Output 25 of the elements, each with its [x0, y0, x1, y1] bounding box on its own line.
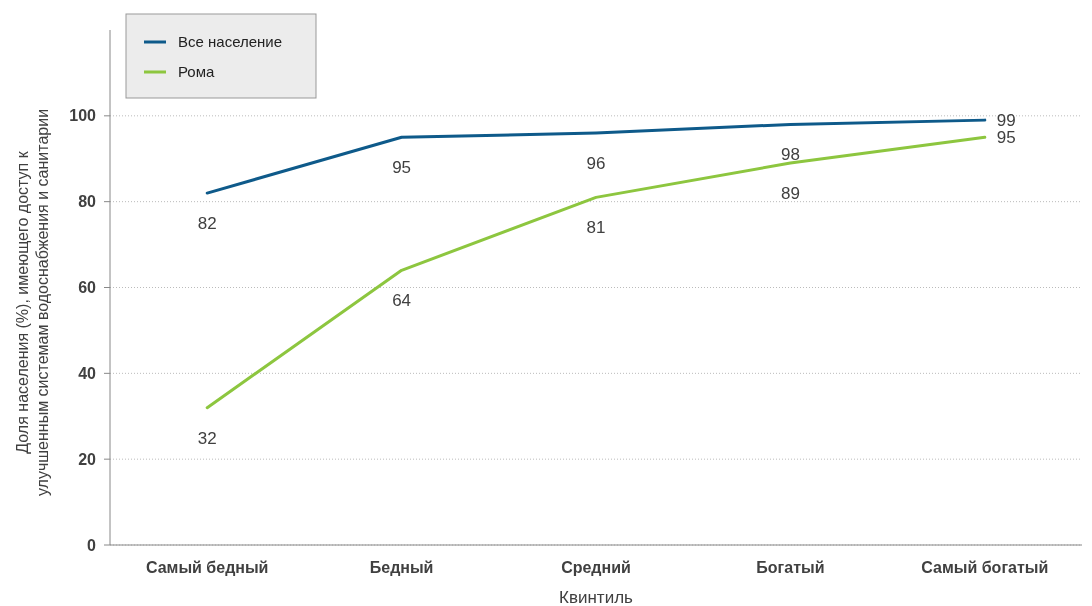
data-label: 89	[780, 184, 800, 204]
y-tick-label: 80	[78, 193, 97, 211]
legend-label: Рома	[178, 63, 215, 81]
x-tick-label: Самый богатый	[921, 559, 1049, 576]
y-tick-label: 20	[78, 450, 97, 468]
x-tick-label: Средний	[561, 559, 631, 576]
x-tick-label: Бедный	[369, 559, 434, 576]
y-tick-label: 60	[78, 279, 97, 297]
data-label: 95	[392, 158, 412, 178]
x-axis-title: Квинтиль	[559, 588, 634, 606]
data-label: 81	[586, 218, 606, 238]
data-label: 82	[197, 214, 217, 234]
y-axis-title: Доля населения (%), имеющего доступ к улучшенным системам водоснабжения и санитарии	[14, 108, 51, 497]
data-label: 99	[996, 111, 1016, 131]
y-tick-label: 40	[78, 364, 97, 382]
data-label: 32	[197, 428, 217, 448]
data-label: 64	[392, 291, 412, 311]
legend-label: Все население	[178, 33, 283, 51]
y-tick-label: 100	[69, 107, 97, 125]
y-tick-label: 0	[87, 536, 97, 554]
x-tick-label: Самый бедный	[145, 559, 269, 576]
data-label: 96	[586, 154, 606, 173]
data-label: 98	[780, 145, 800, 165]
data-label: 95	[996, 128, 1016, 148]
x-tick-label: Богатый	[756, 559, 825, 576]
